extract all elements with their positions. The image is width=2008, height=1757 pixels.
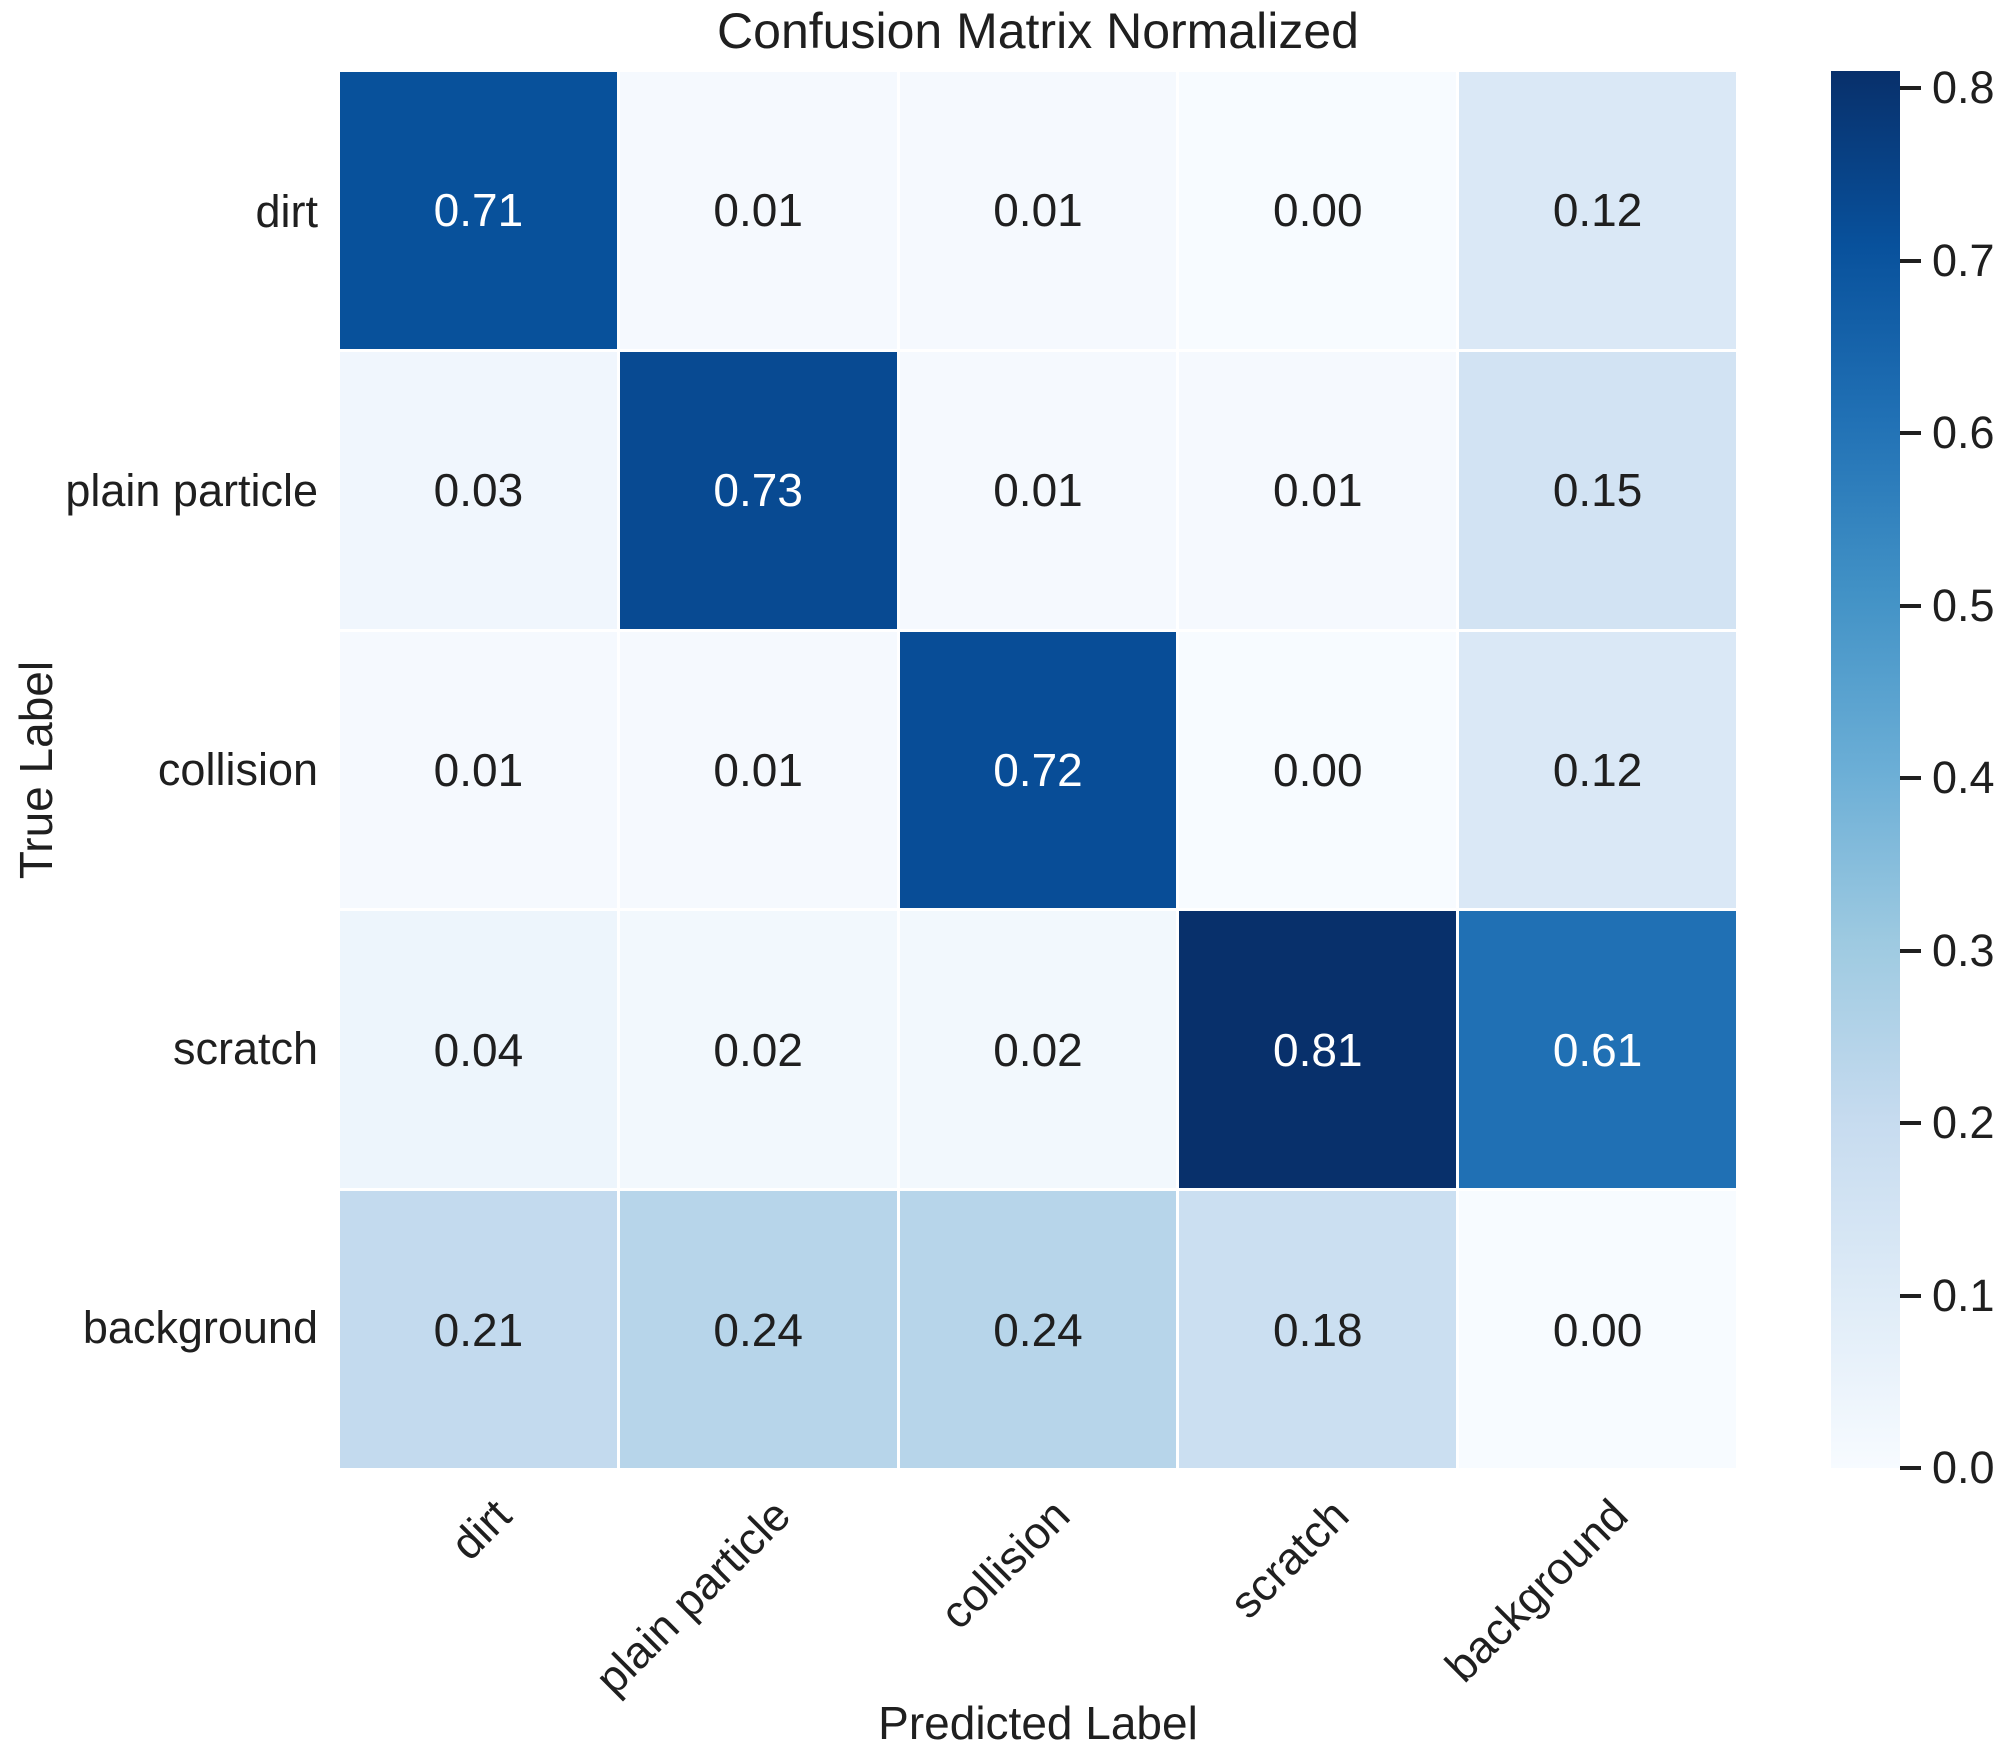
colorbar-tick-mark-0.3	[1900, 948, 1921, 953]
heatmap-grid: 0.71 0.01 0.01 0.00 0.12 0.03 0.73 0.01 0.01 0.15…	[340, 72, 1736, 1468]
colorbar-tick-label-0.7: 0.7	[1932, 234, 1995, 286]
colorbar-tick-mark-0.5	[1900, 603, 1921, 608]
colorbar-tick-mark-0.1	[1900, 1293, 1921, 1298]
x-axis-title: Predicted Label	[878, 1697, 1198, 1749]
y-tick-label-dirt: dirt	[255, 185, 318, 237]
colorbar-tick-mark-0.7	[1900, 258, 1921, 263]
colorbar-tick-mark-0.2	[1900, 1121, 1921, 1126]
colorbar	[1831, 71, 1900, 1468]
colorbar-tick-label-0.5: 0.5	[1932, 579, 1995, 631]
heatmap-cell-r3-c2: 0.02	[899, 911, 1177, 1189]
heatmap-cell-r2-c1: 0.01	[619, 631, 897, 909]
y-tick-label-background: background	[82, 1302, 318, 1354]
chart-title: Confusion Matrix Normalized	[717, 3, 1359, 59]
heatmap-cell-r0-c3: 0.00	[1179, 72, 1457, 349]
colorbar-tick-label-0.6: 0.6	[1932, 407, 1995, 459]
colorbar-tick-label-0.1: 0.1	[1932, 1269, 1995, 1321]
colorbar-tick-label-0.8: 0.8	[1932, 62, 1995, 114]
heatmap-cell-r1-c4: 0.15	[1459, 351, 1736, 629]
heatmap-cell-r4-c1: 0.24	[619, 1191, 897, 1468]
heatmap-cell-r0-c1: 0.01	[619, 72, 897, 349]
x-tick-label-background: background	[1435, 1489, 1638, 1692]
heatmap-cell-r4-c4: 0.00	[1459, 1191, 1736, 1468]
heatmap-cell-r3-c0: 0.04	[340, 911, 617, 1189]
y-tick-label-scratch: scratch	[172, 1023, 318, 1075]
heatmap-cell-r3-c4: 0.61	[1459, 911, 1736, 1189]
heatmap-cell-r3-c1: 0.02	[619, 911, 897, 1189]
heatmap-cell-r4-c2: 0.24	[899, 1191, 1177, 1468]
heatmap-cell-r1-c1: 0.73	[619, 351, 897, 629]
heatmap-cell-r2-c0: 0.01	[340, 631, 617, 909]
colorbar-tick-mark-0.6	[1900, 431, 1921, 436]
heatmap-cell-r0-c0: 0.71	[340, 72, 617, 349]
heatmap-cell-r0-c2: 0.01	[899, 72, 1177, 349]
colorbar-tick-label-0.0: 0.0	[1932, 1442, 1995, 1493]
colorbar-tick-label-0.4: 0.4	[1932, 752, 1995, 804]
heatmap-cell-r0-c4: 0.12	[1459, 72, 1736, 349]
heatmap-cell-r2-c2: 0.72	[899, 631, 1177, 909]
colorbar-tick-label-0.3: 0.3	[1932, 924, 1995, 976]
heatmap-cell-r1-c0: 0.03	[340, 351, 617, 629]
heatmap-cell-r2-c3: 0.00	[1179, 631, 1457, 909]
heatmap-cell-r1-c2: 0.01	[899, 351, 1177, 629]
heatmap-cell-r2-c4: 0.12	[1459, 631, 1736, 909]
colorbar-tick-mark-0.0	[1900, 1466, 1921, 1470]
y-tick-label-collision: collision	[157, 744, 318, 795]
heatmap-cell-r4-c3: 0.18	[1179, 1191, 1457, 1468]
heatmap-cell-r3-c3: 0.81	[1179, 911, 1457, 1189]
heatmap-cell-r1-c3: 0.01	[1179, 351, 1457, 629]
colorbar-tick-mark-0.8	[1900, 86, 1921, 91]
colorbar-tick-label-0.2: 0.2	[1932, 1097, 1995, 1149]
y-tick-label-plain-particle: plain particle	[65, 464, 318, 516]
heatmap-cell-r4-c0: 0.21	[340, 1191, 617, 1468]
colorbar-tick-mark-0.4	[1900, 776, 1921, 781]
